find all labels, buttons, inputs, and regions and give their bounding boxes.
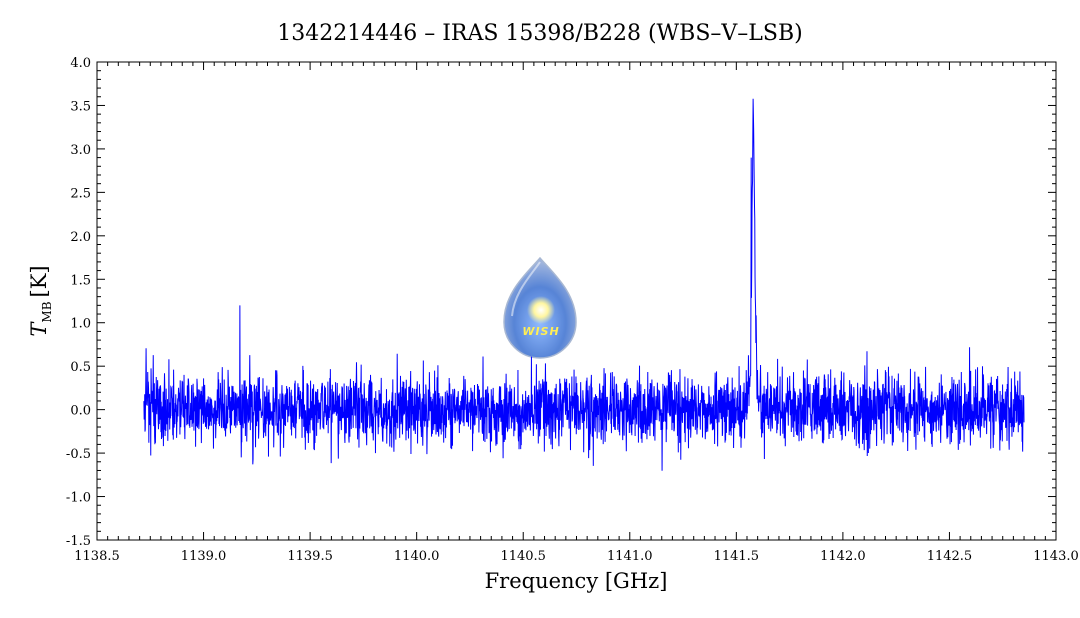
chart-title: 1342214446 – IRAS 15398/B228 (WBS–V–LSB) bbox=[277, 21, 802, 46]
x-tick-label: 1141.0 bbox=[607, 549, 653, 564]
logo-text: WISH bbox=[522, 325, 559, 338]
x-axis: 1138.5 1139.0 1139.5 1140.0 1140.5 1141.0 1141… bbox=[74, 62, 1079, 564]
y-axis-label-unit: [K] bbox=[27, 265, 51, 297]
plot-frame bbox=[96, 61, 1057, 541]
x-tick-label: 1139.0 bbox=[181, 549, 227, 564]
y-tick-label: 0.0 bbox=[70, 404, 91, 419]
x-tick-label: 1140.0 bbox=[394, 549, 440, 564]
x-tick-label: 1143.0 bbox=[1033, 549, 1079, 564]
y-tick-label: 1.5 bbox=[70, 273, 91, 288]
x-tick-label: 1141.5 bbox=[714, 549, 760, 564]
y-tick-label: 4.0 bbox=[70, 56, 91, 71]
y-tick-label: -1.5 bbox=[66, 534, 91, 549]
x-axis-label: Frequency [GHz] bbox=[485, 569, 668, 593]
y-axis-label: TMB [K] bbox=[27, 265, 54, 336]
wish-logo: WISH bbox=[503, 256, 577, 359]
plot-area bbox=[143, 98, 1025, 471]
y-tick-label: -1.0 bbox=[66, 491, 91, 506]
y-tick-label: 3.0 bbox=[70, 143, 91, 158]
svg-text:TMB[K]: TMB [K] bbox=[27, 265, 54, 336]
y-axis-label-main: T bbox=[27, 321, 51, 337]
star-icon bbox=[527, 296, 555, 324]
y-tick-label: -0.5 bbox=[66, 447, 91, 462]
spectrum-trace bbox=[143, 98, 1025, 471]
y-tick-label: 2.0 bbox=[70, 230, 91, 245]
x-tick-label: 1139.5 bbox=[287, 549, 333, 564]
x-tick-label: 1138.5 bbox=[74, 549, 120, 564]
y-tick-label: 1.0 bbox=[70, 317, 91, 332]
x-tick-label: 1140.5 bbox=[500, 549, 546, 564]
y-tick-label: 3.5 bbox=[70, 99, 91, 114]
y-tick-label: 2.5 bbox=[70, 186, 91, 201]
y-axis: -1.5 -1.0 -0.5 0.0 0.5 1.0 1.5 2.0 2.5 3.0 3.5 4.0 bbox=[66, 56, 1056, 549]
x-tick-label: 1142.0 bbox=[820, 549, 866, 564]
y-tick-label: 0.5 bbox=[70, 360, 91, 375]
y-axis-label-sub: MB bbox=[40, 301, 54, 322]
x-tick-label: 1142.5 bbox=[927, 549, 973, 564]
